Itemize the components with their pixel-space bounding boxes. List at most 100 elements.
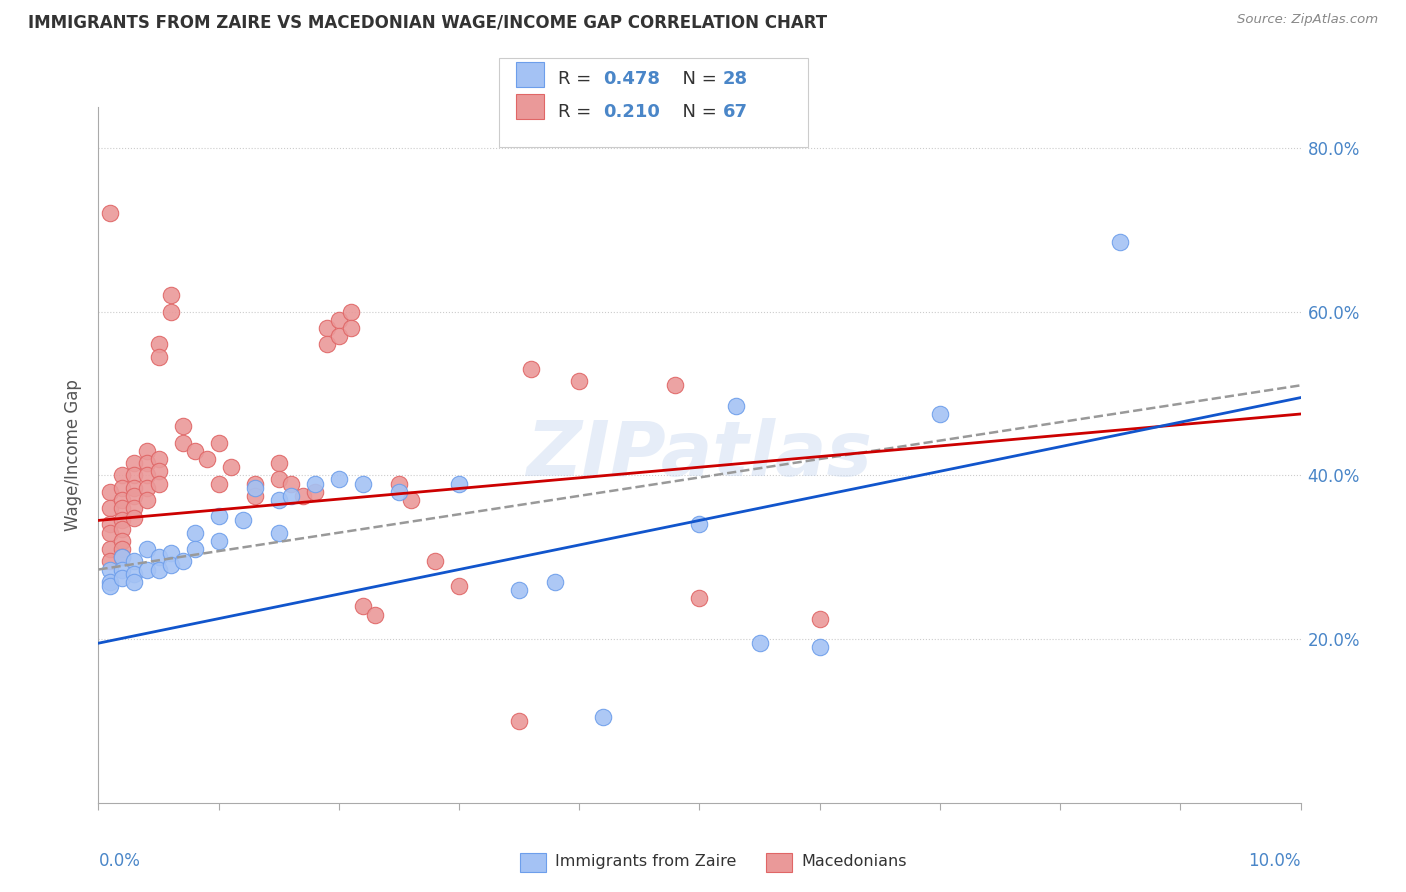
- Text: ZIPatlas: ZIPatlas: [526, 418, 873, 491]
- Text: 10.0%: 10.0%: [1249, 852, 1301, 870]
- Point: [808, 612, 831, 626]
- Point: [148, 337, 170, 351]
- Point: [100, 542, 122, 557]
- Point: [243, 481, 266, 495]
- Text: Macedonians: Macedonians: [801, 855, 907, 869]
- Point: [328, 329, 350, 343]
- Point: [111, 501, 134, 516]
- Point: [208, 509, 231, 524]
- Text: Immigrants from Zaire: Immigrants from Zaire: [555, 855, 737, 869]
- Point: [219, 460, 242, 475]
- Point: [243, 476, 266, 491]
- Point: [111, 550, 134, 565]
- Point: [100, 206, 122, 220]
- Point: [232, 513, 254, 527]
- Point: [172, 435, 194, 450]
- Point: [315, 321, 337, 335]
- Point: [724, 399, 747, 413]
- Point: [100, 579, 122, 593]
- Point: [423, 554, 446, 568]
- Point: [399, 492, 422, 507]
- Point: [124, 501, 146, 516]
- Point: [100, 517, 122, 532]
- Point: [100, 525, 122, 540]
- Point: [148, 476, 170, 491]
- Point: [111, 542, 134, 557]
- Point: [267, 525, 290, 540]
- Point: [111, 481, 134, 495]
- Point: [111, 533, 134, 548]
- Point: [315, 337, 337, 351]
- Point: [159, 558, 181, 573]
- Point: [508, 582, 530, 597]
- Point: [929, 407, 952, 421]
- Point: [135, 456, 157, 470]
- Text: 0.478: 0.478: [603, 70, 661, 88]
- Text: Source: ZipAtlas.com: Source: ZipAtlas.com: [1237, 13, 1378, 27]
- Point: [135, 542, 157, 557]
- Point: [520, 362, 543, 376]
- Point: [183, 525, 205, 540]
- Point: [208, 435, 231, 450]
- Point: [267, 492, 290, 507]
- Point: [135, 562, 157, 576]
- Point: [304, 476, 326, 491]
- Point: [148, 350, 170, 364]
- Point: [111, 571, 134, 585]
- Point: [159, 546, 181, 560]
- Point: [159, 304, 181, 318]
- Point: [100, 501, 122, 516]
- Point: [544, 574, 567, 589]
- Point: [388, 484, 411, 499]
- Text: 0.0%: 0.0%: [98, 852, 141, 870]
- Point: [135, 468, 157, 483]
- Text: IMMIGRANTS FROM ZAIRE VS MACEDONIAN WAGE/INCOME GAP CORRELATION CHART: IMMIGRANTS FROM ZAIRE VS MACEDONIAN WAGE…: [28, 13, 827, 31]
- Point: [340, 304, 363, 318]
- Point: [689, 517, 711, 532]
- Point: [100, 574, 122, 589]
- Point: [100, 554, 122, 568]
- Point: [267, 456, 290, 470]
- Point: [388, 476, 411, 491]
- Text: N =: N =: [671, 70, 723, 88]
- Point: [304, 484, 326, 499]
- Point: [447, 476, 470, 491]
- Point: [267, 473, 290, 487]
- Point: [111, 522, 134, 536]
- Point: [280, 489, 302, 503]
- Text: 28: 28: [723, 70, 748, 88]
- Point: [352, 599, 374, 614]
- Point: [183, 443, 205, 458]
- Text: 0.210: 0.210: [603, 103, 659, 120]
- Text: R =: R =: [558, 103, 598, 120]
- Point: [124, 511, 146, 525]
- Point: [208, 476, 231, 491]
- Point: [124, 554, 146, 568]
- Point: [100, 484, 122, 499]
- Point: [148, 464, 170, 478]
- Point: [689, 591, 711, 606]
- Point: [291, 489, 314, 503]
- Text: N =: N =: [671, 103, 723, 120]
- Point: [172, 419, 194, 434]
- Point: [808, 640, 831, 655]
- Point: [124, 489, 146, 503]
- Point: [1109, 235, 1132, 249]
- Point: [111, 550, 134, 565]
- Point: [328, 313, 350, 327]
- Point: [124, 456, 146, 470]
- Point: [124, 566, 146, 581]
- Point: [364, 607, 387, 622]
- Point: [172, 554, 194, 568]
- Point: [148, 562, 170, 576]
- Point: [195, 452, 218, 467]
- Point: [124, 468, 146, 483]
- Text: 67: 67: [723, 103, 748, 120]
- Point: [135, 481, 157, 495]
- Text: R =: R =: [558, 70, 598, 88]
- Y-axis label: Wage/Income Gap: Wage/Income Gap: [65, 379, 83, 531]
- Point: [352, 476, 374, 491]
- Point: [100, 562, 122, 576]
- Point: [135, 443, 157, 458]
- Point: [124, 481, 146, 495]
